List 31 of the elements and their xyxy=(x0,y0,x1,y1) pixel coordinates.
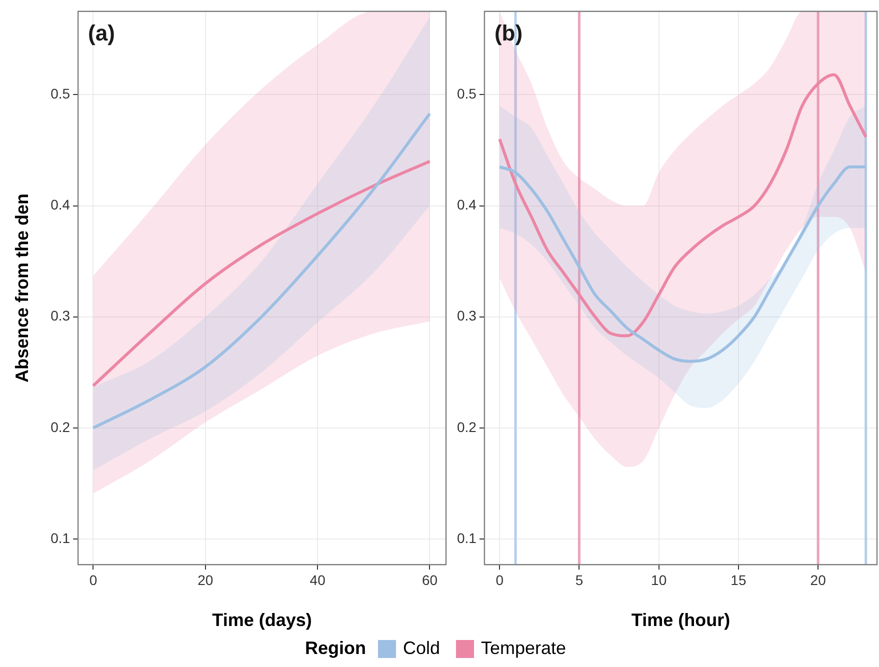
x-tick-label: 5 xyxy=(575,572,584,588)
y-tick-label: 0.5 xyxy=(50,86,70,102)
legend-label: Temperate xyxy=(480,638,566,659)
legend-label: Cold xyxy=(402,638,440,659)
line-series xyxy=(92,112,432,430)
y-tick-label: 0.3 xyxy=(50,308,70,324)
x-tick-label: 0 xyxy=(496,572,504,588)
y-tick-label: 0.4 xyxy=(50,196,70,213)
line-series xyxy=(498,165,868,363)
y-tick-label: 0.2 xyxy=(50,418,70,435)
y-tick-label: 0.2 xyxy=(456,418,477,435)
x-tick-label: 20 xyxy=(198,572,214,588)
line-series xyxy=(498,73,868,338)
x-axis-title: Time (days) xyxy=(212,610,312,630)
x-axis-title: Time (hour) xyxy=(631,610,730,630)
y-tick-label: 0.4 xyxy=(456,196,477,213)
y-tick-label: 0.1 xyxy=(50,530,70,546)
x-tick-label: 10 xyxy=(651,572,667,588)
y-tick-label: 0.5 xyxy=(456,86,477,102)
chart-title: (b) xyxy=(494,20,523,46)
x-tick-label: 40 xyxy=(310,572,326,588)
line-series xyxy=(92,160,432,388)
y-axis-title: Absence from the den xyxy=(12,193,32,383)
x-tick-label: 20 xyxy=(810,572,826,588)
x-tick-label: 60 xyxy=(422,572,438,588)
y-tick-label: 0.1 xyxy=(456,530,477,546)
chart-title: (a) xyxy=(88,20,115,46)
x-tick-label: 15 xyxy=(730,572,746,588)
y-tick-label: 0.3 xyxy=(456,308,477,324)
x-tick-label: 0 xyxy=(89,572,98,588)
legend-title: Region xyxy=(304,638,366,659)
